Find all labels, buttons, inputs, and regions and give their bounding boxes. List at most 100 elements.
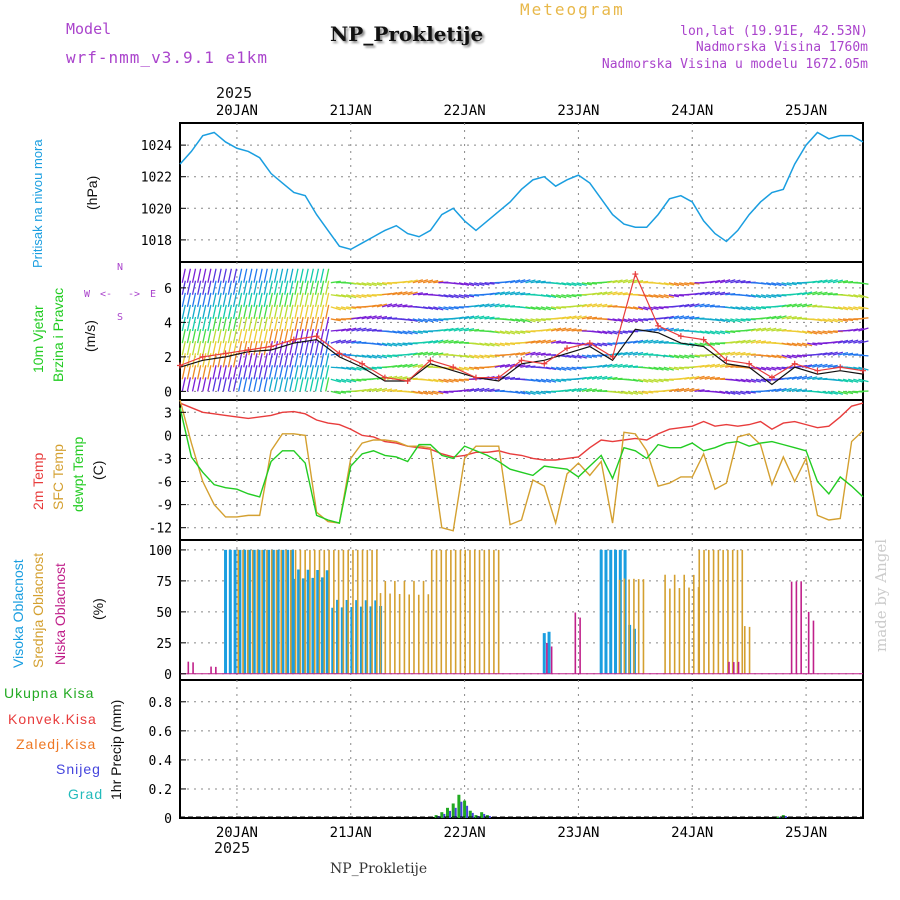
wind-barb — [309, 304, 314, 320]
wind-barb — [755, 340, 767, 344]
wind-barb — [571, 282, 582, 287]
wind-barb — [853, 327, 864, 332]
wind-barb — [443, 339, 454, 344]
y-tick-label: 0.4 — [149, 754, 173, 769]
wind-barb — [766, 327, 777, 332]
wind-barb — [356, 366, 367, 371]
wind-barb — [422, 279, 434, 284]
wind-barb — [791, 388, 802, 393]
wind-barb — [668, 315, 680, 320]
wind-barb — [427, 351, 439, 356]
wind-barb — [781, 376, 792, 380]
wind-barb — [263, 341, 268, 356]
wind-barb — [796, 354, 808, 357]
wind-barb — [263, 292, 268, 307]
wind-barb — [719, 364, 731, 368]
wind-barb — [202, 341, 207, 356]
wind-barb — [499, 291, 511, 296]
wind-gust-marker — [609, 353, 616, 360]
wind-barb — [535, 352, 546, 356]
wind-barb — [361, 388, 372, 393]
wind-barb — [812, 318, 823, 322]
wind-barb — [319, 316, 325, 332]
wind-barb — [678, 282, 690, 286]
wind-barb — [397, 376, 408, 380]
wind-barb — [771, 366, 782, 371]
wind-barb — [709, 342, 720, 346]
wind-barb — [638, 390, 649, 395]
wind-barb — [832, 279, 843, 284]
wind-barb — [561, 378, 572, 381]
wind-barb — [550, 378, 562, 383]
wind-barb — [356, 315, 367, 320]
wind-barb — [822, 318, 833, 323]
wind-barb — [730, 351, 741, 356]
wind-barb — [525, 390, 536, 395]
wind-barb — [273, 328, 279, 344]
wind-barb — [289, 353, 294, 368]
wind-barb — [227, 316, 233, 332]
wind-barb — [796, 342, 808, 347]
wind-barb — [474, 315, 485, 320]
wind-barb — [653, 378, 664, 383]
wind-barb — [668, 328, 680, 332]
x-tick-label-bottom: 21JAN — [330, 825, 372, 841]
wind-barb — [412, 318, 423, 323]
wind-barb — [689, 303, 700, 308]
wind-barb — [397, 291, 408, 296]
wind-barb — [468, 387, 480, 392]
y-tick-label: 1022 — [141, 171, 172, 186]
wind-barb — [576, 315, 587, 320]
wind-barb — [335, 378, 347, 383]
wind-barb — [428, 318, 439, 322]
wind-barb — [351, 378, 362, 382]
wind-barb — [586, 316, 598, 320]
wind-barb — [458, 315, 470, 320]
wind-barb — [427, 306, 439, 311]
wind-barb — [848, 318, 859, 321]
wind-barb — [448, 340, 459, 344]
wind-barb — [719, 351, 731, 356]
wind-barb — [253, 328, 258, 344]
wind-barb — [561, 315, 572, 320]
wind-barb — [607, 305, 618, 308]
wind-barb — [658, 378, 669, 382]
wind-barb — [284, 353, 289, 368]
wind-barb — [853, 306, 864, 310]
wind-barb — [832, 306, 843, 310]
wind-barb — [504, 342, 516, 346]
wind-barb — [376, 303, 388, 308]
wind-barb — [525, 340, 536, 344]
wind-barb — [463, 354, 475, 359]
wind-barb — [438, 318, 449, 321]
station-title: NP_Prokletije — [330, 22, 484, 46]
wind-gust-marker — [723, 357, 730, 364]
wind-barb — [314, 304, 320, 320]
x-tick-label-top: 20JAN — [216, 103, 258, 119]
precip-total-bar — [480, 812, 484, 818]
wind-barb — [842, 339, 854, 344]
wind-barb — [319, 377, 325, 392]
wind-barb — [540, 318, 551, 321]
wind-barb — [714, 318, 726, 323]
wind-barb — [237, 268, 243, 283]
wind-barb — [299, 304, 304, 320]
wind-barb — [299, 328, 304, 344]
wind-barb — [217, 292, 222, 307]
wind-barb — [222, 341, 227, 356]
precip-total-bar — [474, 815, 478, 818]
wind-barb — [417, 279, 429, 284]
wind-barb — [371, 282, 382, 287]
wind-barb — [181, 328, 186, 344]
wind-barb — [684, 387, 695, 393]
wind-barb — [801, 342, 813, 347]
wind-barb — [750, 327, 762, 332]
wind-barb — [474, 329, 485, 332]
wind-barb — [581, 315, 592, 320]
wind-barb — [458, 378, 469, 381]
wind-barb — [755, 327, 767, 332]
wind-barb — [643, 306, 654, 311]
wind-barb — [453, 316, 464, 320]
wind-barb — [709, 318, 721, 322]
wind-barb — [699, 303, 710, 308]
